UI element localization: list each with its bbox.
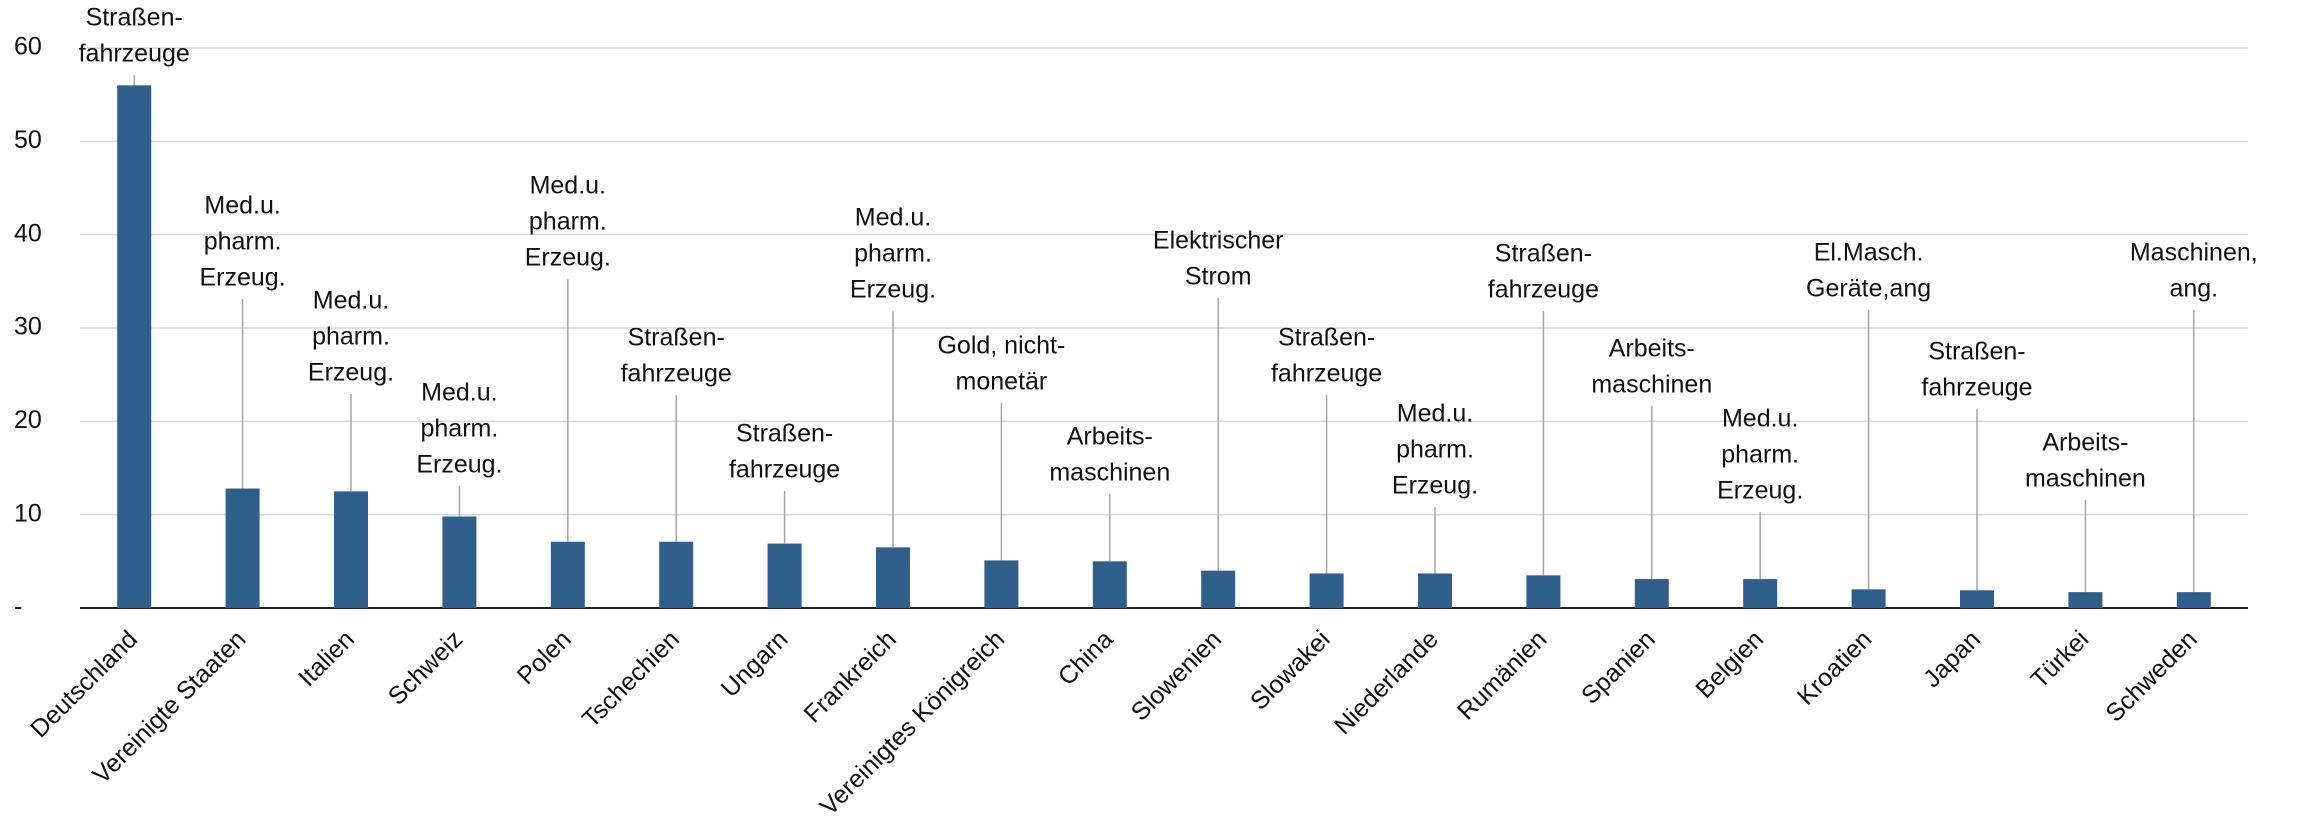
annotation: pharm. xyxy=(204,228,282,256)
annotation: fahrzeuge xyxy=(621,360,732,388)
y-tick-label: 50 xyxy=(14,126,42,154)
x-tick-label: Polen xyxy=(512,625,577,690)
x-tick-label: Slowakei xyxy=(1245,625,1336,716)
annotation: Med.u. xyxy=(421,379,497,407)
annotation: maschinen xyxy=(1591,371,1712,399)
annotation: Geräte,ang xyxy=(1806,275,1931,303)
annotation: fahrzeuge xyxy=(1921,374,2032,402)
annotation: Straßen- xyxy=(86,4,183,32)
annotation: ang. xyxy=(2169,275,2218,303)
x-tick-label: Schweden xyxy=(2100,625,2202,727)
annotation: maschinen xyxy=(1049,459,1170,487)
x-tick-label: Schweiz xyxy=(383,625,469,711)
bar xyxy=(1634,579,1669,608)
annotation: Med.u. xyxy=(855,204,931,232)
annotation: Med.u. xyxy=(1722,405,1798,433)
annotation: Med.u. xyxy=(1397,400,1473,428)
x-tick-label: Niederlande xyxy=(1329,625,1444,740)
x-tick-label: Japan xyxy=(1918,625,1986,693)
bar xyxy=(334,491,368,608)
annotation: Straßen- xyxy=(1928,338,2025,366)
y-tick-label: 60 xyxy=(14,33,42,61)
y-tick-label: 10 xyxy=(14,499,42,527)
bar xyxy=(2176,592,2211,608)
bar xyxy=(225,488,260,608)
annotation: pharm. xyxy=(529,208,607,236)
annotation: pharm. xyxy=(1721,441,1799,469)
bar xyxy=(2068,592,2103,608)
annotation: Erzeug. xyxy=(850,276,936,304)
x-tick-label: Rumänien xyxy=(1452,625,1552,725)
bar xyxy=(876,547,910,608)
x-tick-label: Tschechien xyxy=(577,625,685,733)
annotation: fahrzeuge xyxy=(1271,360,1382,388)
annotation: El.Masch. xyxy=(1814,239,1924,267)
annotation: Elektrischer xyxy=(1153,227,1284,255)
x-tick-label: Türkei xyxy=(2025,625,2094,694)
annotation: fahrzeuge xyxy=(79,40,190,68)
x-tick-label: China xyxy=(1053,625,1119,691)
annotation: Arbeits- xyxy=(1609,335,1695,363)
bar xyxy=(1201,570,1236,608)
bar xyxy=(550,541,585,608)
y-tick-label: 40 xyxy=(14,219,42,247)
annotation: Med.u. xyxy=(204,192,280,220)
annotation: Erzeug. xyxy=(1392,472,1478,500)
bar xyxy=(1309,573,1344,608)
x-tick-label: Slowenien xyxy=(1126,625,1227,726)
annotation: maschinen xyxy=(2025,465,2146,493)
y-tick-label: 20 xyxy=(14,406,42,434)
bar xyxy=(1418,573,1452,608)
bar xyxy=(1526,575,1561,608)
y-tick-label: 30 xyxy=(14,313,42,341)
x-tick-label: Vereinigtes Königreich xyxy=(815,625,1011,821)
annotation: Erzeug. xyxy=(200,264,286,292)
annotation: monetär xyxy=(956,368,1048,396)
annotation: pharm. xyxy=(312,323,390,351)
annotation: Arbeits- xyxy=(1067,423,1153,451)
annotation: pharm. xyxy=(854,240,932,268)
annotation: Erzeug. xyxy=(308,359,394,387)
annotation: pharm. xyxy=(420,415,498,443)
x-tick-label: Italien xyxy=(293,625,360,692)
y-tick-label: - xyxy=(14,593,22,621)
annotation: fahrzeuge xyxy=(1488,276,1599,304)
annotation: Straßen- xyxy=(1278,324,1375,352)
bar xyxy=(117,85,152,609)
annotation: Straßen- xyxy=(1495,240,1592,268)
annotation: fahrzeuge xyxy=(729,456,840,484)
bar xyxy=(442,516,477,608)
bar xyxy=(659,541,694,608)
annotation: Med.u. xyxy=(313,287,389,315)
x-tick-label: Frankreich xyxy=(799,625,902,728)
annotation: Straßen- xyxy=(628,324,725,352)
x-tick-label: Ungarn xyxy=(716,625,794,703)
bar xyxy=(984,560,1019,608)
annotation: Erzeug. xyxy=(416,451,502,479)
x-tick-label: Deutschland xyxy=(25,625,143,743)
x-tick-label: Spanien xyxy=(1576,625,1661,710)
annotation: Strom xyxy=(1185,263,1252,291)
annotation: Straßen- xyxy=(736,420,833,448)
annotation: Maschinen, xyxy=(2130,239,2258,267)
bar xyxy=(1743,579,1778,608)
annotation: Gold, nicht- xyxy=(937,332,1065,360)
bar xyxy=(1851,589,1886,608)
bar xyxy=(1092,561,1127,608)
annotation: Erzeug. xyxy=(525,244,611,272)
x-tick-label: Kroatien xyxy=(1792,625,1878,711)
bar xyxy=(767,543,802,608)
annotation: Erzeug. xyxy=(1717,477,1803,505)
x-tick-label: Belgien xyxy=(1690,625,1769,704)
annotation: Arbeits- xyxy=(2042,429,2128,457)
bar xyxy=(1960,590,1994,608)
annotation: Med.u. xyxy=(530,172,606,200)
annotation: pharm. xyxy=(1396,436,1474,464)
